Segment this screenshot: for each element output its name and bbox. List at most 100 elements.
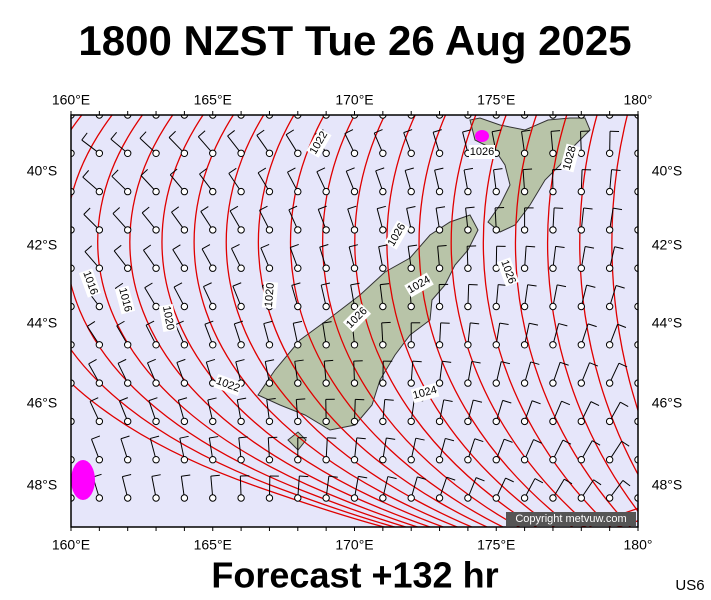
barb-feather bbox=[415, 437, 425, 441]
lat-label: 44°S bbox=[27, 315, 58, 331]
barb-station bbox=[95, 302, 104, 311]
barb-feather bbox=[356, 437, 366, 440]
barb-station bbox=[152, 494, 160, 502]
lat-label: 48°S bbox=[27, 477, 58, 493]
barb-feather bbox=[113, 244, 122, 252]
barb-feather bbox=[473, 399, 483, 403]
barb-station bbox=[577, 456, 585, 464]
barb-station bbox=[549, 494, 557, 502]
barb-feather bbox=[55, 208, 61, 215]
barb-feather bbox=[505, 477, 514, 483]
barb-station bbox=[209, 264, 217, 272]
isobar-label-box bbox=[342, 303, 372, 333]
barb-station bbox=[407, 341, 415, 349]
barb-feather bbox=[203, 282, 212, 288]
barb-feather bbox=[404, 167, 414, 171]
barb-stem bbox=[382, 115, 383, 116]
barb-stem bbox=[297, 115, 298, 116]
barb-stem bbox=[637, 343, 638, 345]
barb-feather bbox=[559, 361, 569, 366]
barb-feather bbox=[344, 129, 354, 134]
barb-feather bbox=[622, 480, 631, 487]
isobar bbox=[514, 115, 632, 527]
barb-station bbox=[520, 341, 529, 349]
barb-station bbox=[605, 149, 614, 158]
barb-station bbox=[124, 456, 132, 464]
barb-feather bbox=[432, 91, 440, 94]
barb-station bbox=[322, 264, 330, 272]
barb-station bbox=[492, 456, 500, 464]
barb-feather bbox=[387, 476, 397, 480]
barb-station bbox=[435, 341, 444, 349]
barb-station bbox=[294, 264, 302, 272]
barb-feather bbox=[358, 475, 368, 479]
barb-feather bbox=[375, 167, 385, 172]
barb-feather bbox=[373, 91, 381, 95]
barb-feather bbox=[147, 358, 156, 364]
barb-stem bbox=[71, 382, 72, 384]
barb-feather bbox=[259, 205, 268, 211]
barb-station bbox=[322, 341, 330, 349]
barb-feather bbox=[465, 206, 475, 209]
barb-station bbox=[237, 494, 245, 502]
barb-feather bbox=[181, 474, 191, 477]
barb-feather bbox=[446, 476, 456, 481]
barb-feather bbox=[200, 206, 209, 212]
lon-label: 165°E bbox=[194, 537, 232, 553]
barb-feather bbox=[204, 320, 214, 325]
lon-label: 160°E bbox=[52, 537, 90, 553]
map-code: US6 bbox=[675, 577, 704, 594]
lat-label: 42°S bbox=[652, 237, 683, 253]
barb-station bbox=[95, 226, 104, 234]
barb-feather bbox=[621, 440, 630, 447]
barb-station bbox=[322, 149, 330, 158]
barb-feather bbox=[406, 206, 416, 209]
barb-station bbox=[180, 302, 189, 311]
barb-station bbox=[322, 417, 330, 426]
barb-station bbox=[152, 379, 160, 387]
barb-station bbox=[124, 187, 132, 196]
barb-station bbox=[407, 417, 415, 426]
barb-station bbox=[350, 149, 359, 158]
barb-feather bbox=[470, 322, 480, 325]
barb-feather bbox=[651, 442, 658, 447]
barb-station bbox=[124, 417, 132, 426]
barb-stem bbox=[637, 458, 638, 460]
barb-station bbox=[95, 494, 104, 502]
copyright-box bbox=[506, 512, 636, 526]
isobar-label: 1022 bbox=[213, 373, 243, 397]
barb-feather bbox=[168, 94, 174, 101]
barb-feather bbox=[499, 322, 509, 325]
barb-station bbox=[577, 264, 585, 272]
barb-stem bbox=[637, 266, 638, 269]
barb-station bbox=[237, 264, 245, 272]
isobar-label: 1016 bbox=[114, 285, 136, 315]
barb-station bbox=[180, 264, 189, 272]
barb-feather bbox=[58, 322, 65, 327]
barb-stem bbox=[439, 115, 440, 116]
barb-station bbox=[350, 187, 359, 196]
barb-feather bbox=[641, 170, 650, 171]
barb-feather bbox=[265, 359, 275, 362]
isobar bbox=[322, 115, 522, 527]
lon-label: 165°E bbox=[194, 92, 232, 108]
barb-station bbox=[549, 379, 557, 387]
isobar bbox=[225, 115, 474, 527]
barb-feather bbox=[237, 397, 247, 401]
barb-station bbox=[124, 494, 132, 502]
barb-feather bbox=[141, 206, 150, 214]
barb-station bbox=[520, 226, 529, 234]
barb-station bbox=[294, 302, 302, 311]
barb-feather bbox=[579, 92, 588, 93]
barb-feather bbox=[491, 129, 501, 133]
barb-station bbox=[379, 341, 387, 349]
barb-station bbox=[152, 417, 160, 426]
barb-station bbox=[407, 302, 415, 311]
lat-label: 42°S bbox=[27, 237, 58, 253]
barb-feather bbox=[648, 364, 656, 368]
barb-feather bbox=[173, 282, 183, 288]
isobar-label-box bbox=[78, 268, 102, 298]
barb-station bbox=[605, 379, 614, 387]
barb-feather bbox=[110, 95, 115, 102]
barb-feather bbox=[178, 397, 188, 401]
